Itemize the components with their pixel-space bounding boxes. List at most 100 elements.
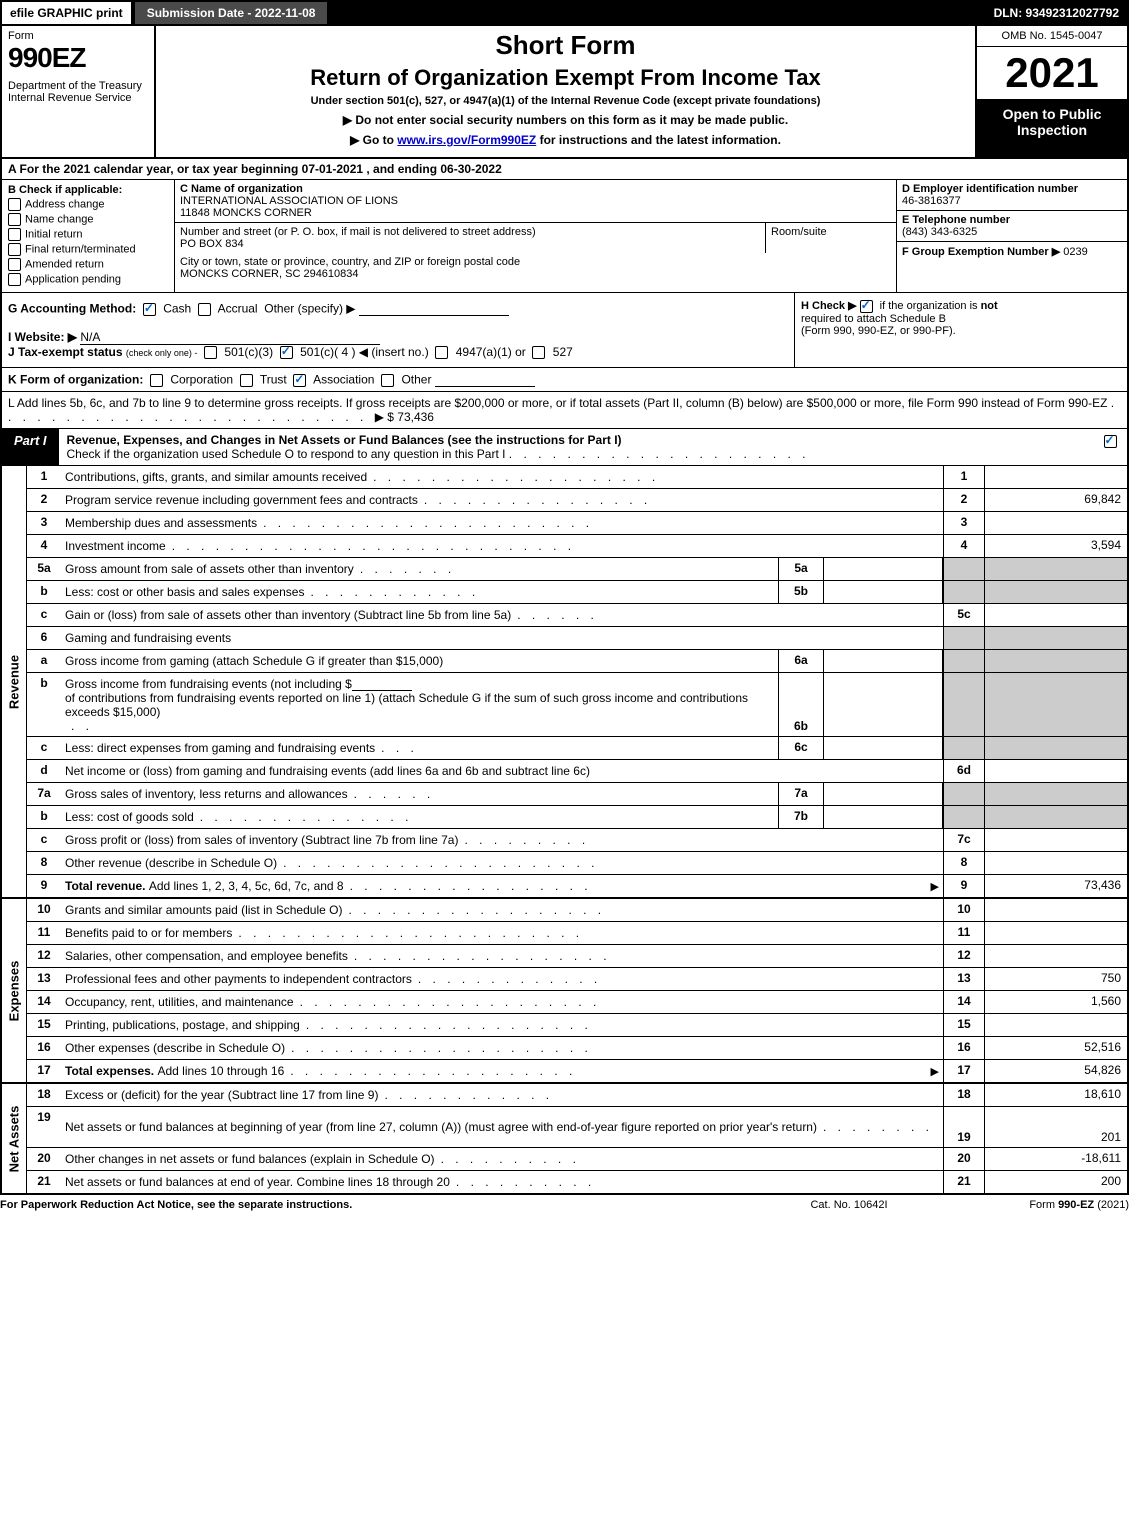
h-check: H Check ▶ if the organization is not req… — [794, 293, 1127, 367]
irs-link[interactable]: www.irs.gov/Form990EZ — [397, 133, 536, 147]
c-street-value: PO BOX 834 — [180, 238, 244, 250]
chk-amended-return[interactable]: Amended return — [8, 258, 168, 271]
chk-corporation[interactable] — [150, 374, 163, 387]
line-7a: 7a Gross sales of inventory, less return… — [27, 783, 1127, 806]
form-word: Form — [8, 30, 148, 42]
c-name-value: INTERNATIONAL ASSOCIATION OF LIONS 11848… — [180, 195, 398, 219]
directive-no-ssn: ▶ Do not enter social security numbers o… — [166, 113, 965, 127]
form-meta-block: OMB No. 1545-0047 2021 Open to Public In… — [977, 26, 1127, 157]
line-7b: b Less: cost of goods sold. . . . . . . … — [27, 806, 1127, 829]
chk-trust[interactable] — [240, 374, 253, 387]
e-tel-label: E Telephone number — [902, 214, 1010, 226]
chk-association[interactable] — [293, 374, 306, 387]
b-label: B Check if applicable: — [8, 184, 168, 196]
line-21: 21 Net assets or fund balances at end of… — [27, 1171, 1127, 1193]
chk-final-return[interactable]: Final return/terminated — [8, 243, 168, 256]
line-6: 6 Gaming and fundraising events — [27, 627, 1127, 650]
d-ein-label: D Employer identification number — [902, 183, 1078, 195]
line-5b: b Less: cost or other basis and sales ex… — [27, 581, 1127, 604]
chk-501c3[interactable] — [204, 346, 217, 359]
col-c-org-info: C Name of organization INTERNATIONAL ASS… — [175, 180, 897, 292]
directive2-pre: ▶ Go to — [350, 133, 397, 147]
main-title: Return of Organization Exempt From Incom… — [166, 65, 965, 91]
c-city-label: City or town, state or province, country… — [180, 256, 520, 268]
e-tel-cell: E Telephone number (843) 343-6325 — [897, 211, 1127, 242]
form-header: Form 990EZ Department of the Treasury In… — [0, 26, 1129, 159]
efile-print-button[interactable]: efile GRAPHIC print — [2, 2, 133, 24]
net-assets-side-label: Net Assets — [2, 1084, 27, 1193]
inspection-label: Open to Public Inspection — [977, 100, 1127, 157]
chk-application-pending[interactable]: Application pending — [8, 273, 168, 286]
other-org-line[interactable] — [435, 372, 535, 387]
form-number: 990EZ — [8, 42, 148, 74]
directive2-post: for instructions and the latest informat… — [536, 133, 781, 147]
line-16: 16 Other expenses (describe in Schedule … — [27, 1037, 1127, 1060]
col-def: D Employer identification number 46-3816… — [897, 180, 1127, 292]
line-14: 14 Occupancy, rent, utilities, and maint… — [27, 991, 1127, 1014]
chk-other-org[interactable] — [381, 374, 394, 387]
h-not: not — [981, 300, 998, 312]
j-small: (check only one) - — [126, 348, 198, 358]
c-name-cell: C Name of organization INTERNATIONAL ASS… — [175, 180, 896, 223]
department-label: Department of the Treasury Internal Reve… — [8, 80, 148, 104]
expenses-side-label: Expenses — [2, 899, 27, 1082]
h-text3: (Form 990, 990-EZ, or 990-PF). — [801, 325, 956, 337]
d-ein-cell: D Employer identification number 46-3816… — [897, 180, 1127, 211]
h-mid: if the organization is — [880, 300, 981, 312]
directive-goto: ▶ Go to www.irs.gov/Form990EZ for instru… — [166, 133, 965, 147]
section-bcdef: B Check if applicable: Address change Na… — [0, 180, 1129, 293]
part1-title: Revenue, Expenses, and Changes in Net As… — [59, 429, 1097, 465]
c-city-value: MONCKS CORNER, SC 294610834 — [180, 268, 359, 280]
chk-name-change[interactable]: Name change — [8, 213, 168, 226]
line-11: 11 Benefits paid to or for members. . . … — [27, 922, 1127, 945]
line-13: 13 Professional fees and other payments … — [27, 968, 1127, 991]
f-group-cell: F Group Exemption Number ▶ 0239 — [897, 242, 1127, 261]
e-tel-value: (843) 343-6325 — [902, 226, 977, 238]
f-group-label: F Group Exemption Number ▶ — [902, 246, 1060, 258]
line-6b: b Gross income from fundraising events (… — [27, 673, 1127, 737]
line-6c: c Less: direct expenses from gaming and … — [27, 737, 1127, 760]
line-8: 8 Other revenue (describe in Schedule O)… — [27, 852, 1127, 875]
other-specify-line[interactable] — [359, 301, 509, 316]
line-3: 3 Membership dues and assessments. . . .… — [27, 512, 1127, 535]
chk-address-change[interactable]: Address change — [8, 198, 168, 211]
d-ein-value: 46-3816377 — [902, 195, 961, 207]
i-label: I Website: ▶ — [8, 330, 77, 344]
f-group-value: 0239 — [1063, 246, 1087, 258]
row-k: K Form of organization: Corporation Trus… — [0, 368, 1129, 392]
line-19: 19 Net assets or fund balances at beginn… — [27, 1107, 1127, 1148]
l-text: L Add lines 5b, 6c, and 7b to line 9 to … — [8, 396, 1107, 410]
line-1: 1 Contributions, gifts, grants, and simi… — [27, 466, 1127, 489]
part1-label: Part I — [2, 429, 59, 465]
footer-row: For Paperwork Reduction Act Notice, see … — [0, 1195, 1129, 1215]
line-10: 10 Grants and similar amounts paid (list… — [27, 899, 1127, 922]
line-12: 12 Salaries, other compensation, and emp… — [27, 945, 1127, 968]
chk-accrual[interactable] — [198, 303, 211, 316]
part1-header: Part I Revenue, Expenses, and Changes in… — [0, 429, 1129, 466]
footer-cat-no: Cat. No. 10642I — [749, 1199, 949, 1211]
chk-cash[interactable] — [143, 303, 156, 316]
revenue-section: Revenue 1 Contributions, gifts, grants, … — [0, 466, 1129, 899]
chk-527[interactable] — [532, 346, 545, 359]
c-room-cell: Room/suite — [766, 223, 896, 253]
i-value: N/A — [80, 330, 380, 345]
part1-check[interactable] — [1097, 429, 1127, 465]
form-title-block: Short Form Return of Organization Exempt… — [156, 26, 977, 157]
line-20: 20 Other changes in net assets or fund b… — [27, 1148, 1127, 1171]
short-form-title: Short Form — [166, 30, 965, 61]
chk-h[interactable] — [860, 300, 873, 313]
submission-date-button[interactable]: Submission Date - 2022-11-08 — [135, 2, 328, 24]
c-city-cell: City or town, state or province, country… — [175, 253, 896, 283]
c-room-label: Room/suite — [771, 226, 827, 238]
c-street-row: Number and street (or P. O. box, if mail… — [175, 223, 896, 253]
expenses-section: Expenses 10 Grants and similar amounts p… — [0, 899, 1129, 1084]
chk-initial-return[interactable]: Initial return — [8, 228, 168, 241]
row-gh: G Accounting Method: Cash Accrual Other … — [0, 293, 1129, 368]
revenue-side-label: Revenue — [2, 466, 27, 897]
tax-year: 2021 — [977, 47, 1127, 100]
chk-501c[interactable] — [280, 346, 293, 359]
row-a-text: A For the 2021 calendar year, or tax yea… — [8, 162, 502, 176]
g-label: G Accounting Method: — [8, 302, 136, 316]
dln-label: DLN: 93492312027792 — [986, 2, 1127, 24]
chk-4947[interactable] — [435, 346, 448, 359]
